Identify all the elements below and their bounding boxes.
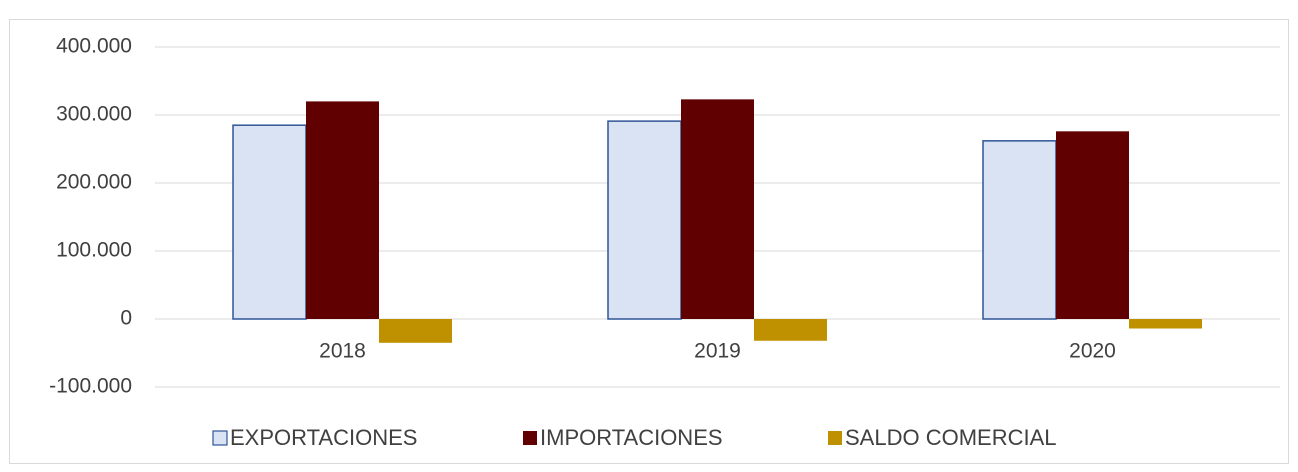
y-tick-label: 200.000 [56, 171, 132, 194]
bar [982, 140, 1057, 320]
bar [754, 319, 827, 341]
bar [1056, 131, 1129, 319]
y-tick-label: 100.000 [56, 239, 132, 262]
x-tick-label: 2018 [319, 340, 366, 363]
bar [306, 101, 379, 320]
y-tick-label: 300.000 [56, 103, 132, 126]
y-tick-label: 0 [120, 307, 132, 330]
legend-label: SALDO COMERCIAL [845, 425, 1057, 450]
bar [607, 120, 682, 320]
y-tick-label: -100.000 [49, 375, 132, 398]
legend-swatch [523, 431, 537, 445]
legend-label: EXPORTACIONES [230, 425, 417, 450]
bar [1129, 319, 1202, 329]
bar [232, 124, 307, 320]
y-tick-label: 400.000 [56, 35, 132, 58]
bar [379, 319, 452, 343]
bar [681, 99, 754, 319]
legend-swatch [212, 430, 228, 446]
x-tick-label: 2020 [1069, 340, 1116, 363]
legend-label: IMPORTACIONES [540, 425, 723, 450]
x-tick-label: 2019 [694, 340, 741, 363]
legend-swatch [828, 431, 842, 445]
